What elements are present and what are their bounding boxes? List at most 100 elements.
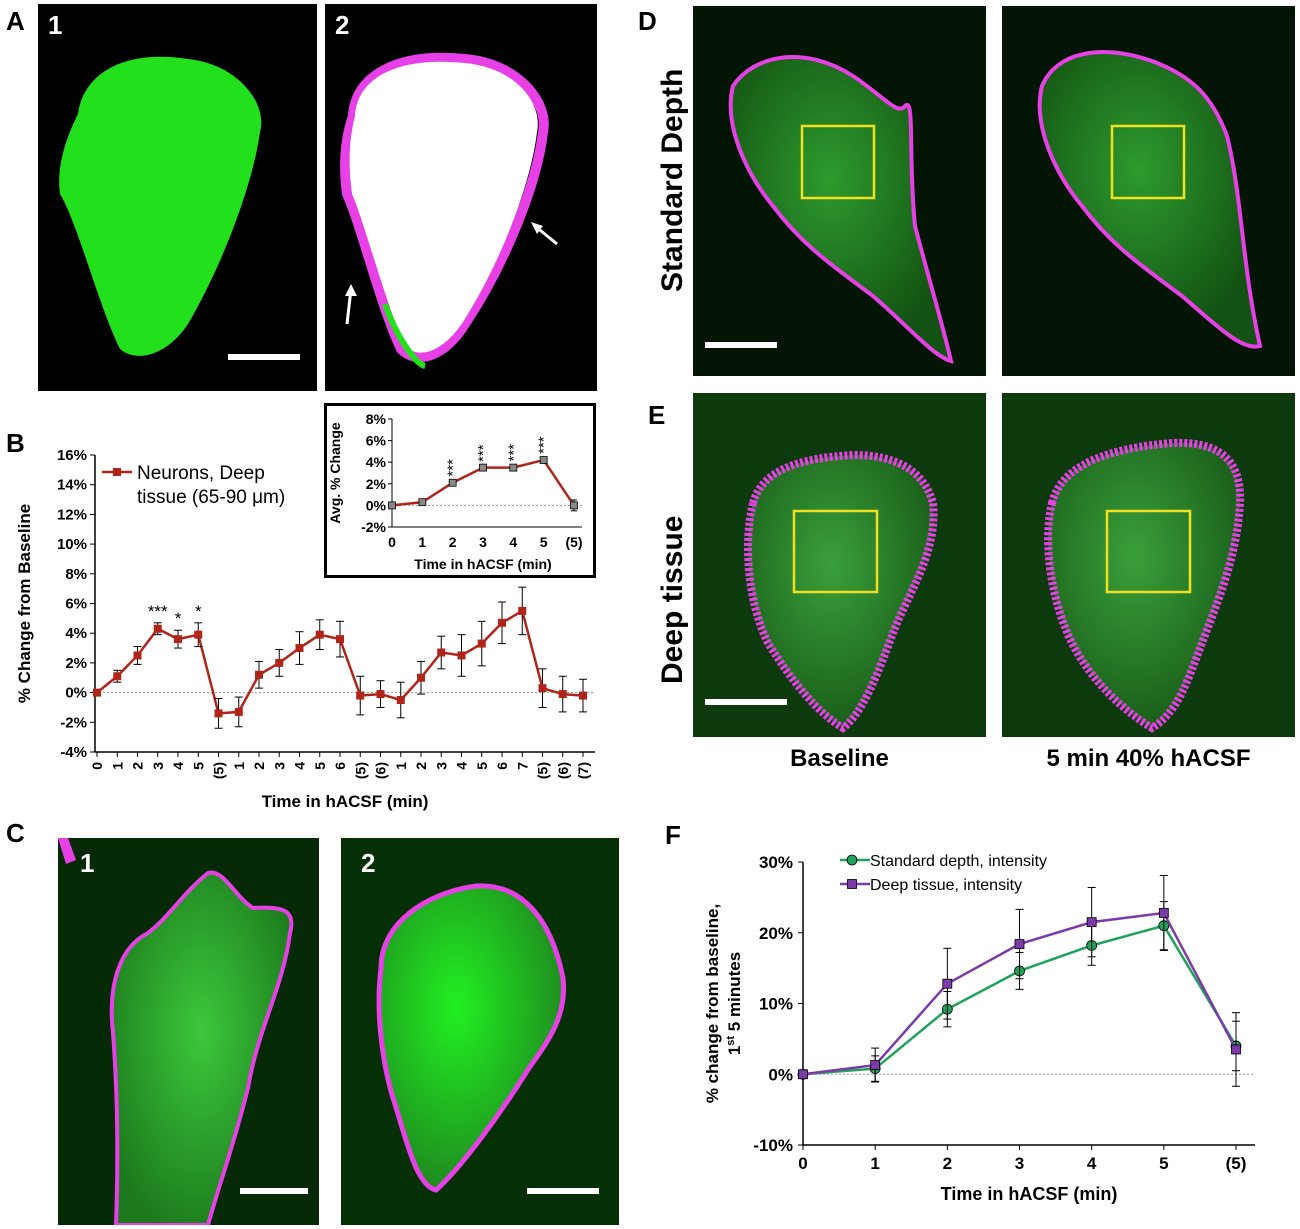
data-point — [1158, 908, 1169, 918]
y-axis-title: Avg. % Change — [327, 422, 343, 524]
y-tick-label: 0% — [366, 497, 387, 513]
y-tick-label: 14% — [57, 477, 87, 494]
data-point — [315, 630, 324, 639]
y-tick-label: -4% — [60, 744, 87, 761]
x-tick-label: (5) — [352, 762, 368, 779]
significance-marker: *** — [148, 602, 168, 621]
panel-a-sub-1: 1 — [48, 10, 63, 40]
caption-5min-hacsf: 5 min 40% hACSF — [1046, 745, 1251, 772]
data-point — [255, 670, 263, 679]
y-tick-label: 8% — [366, 411, 387, 427]
x-tick-label: 5 — [190, 762, 206, 770]
panel-c2-image: 2 — [341, 838, 619, 1225]
data-point — [518, 606, 527, 615]
data-point — [942, 978, 953, 989]
panel-d-baseline-image — [693, 6, 986, 376]
data-point — [133, 651, 142, 660]
cell-fluorescence-c1 — [58, 838, 294, 1225]
row-label-standard-depth: Standard Depth — [656, 68, 689, 292]
panel-e-baseline-image — [693, 393, 986, 737]
y-tick-label: 6% — [65, 596, 87, 613]
data-point — [194, 630, 203, 639]
significance-marker: *** — [536, 436, 553, 454]
y-tick-label: 0% — [768, 1065, 793, 1084]
y-tick-label: 0% — [65, 685, 87, 702]
x-tick-label: 4 — [509, 534, 517, 550]
significance-marker: *** — [475, 444, 492, 462]
y-axis-title: % Change from Baseline — [15, 504, 34, 703]
x-tick-label: 4 — [1087, 1154, 1097, 1173]
x-axis-title: Time in hACSF (min) — [941, 1184, 1118, 1204]
chart-b-main: -4%-2%0%2%4%6%8%10%12%14%16%0 1 2 3 4 5 (5) 1 2 3… — [15, 447, 595, 811]
significance-marker: * — [195, 602, 202, 621]
data-point — [214, 709, 223, 718]
x-tick-label: (6) — [373, 762, 389, 779]
y-tick-label: -10% — [753, 1136, 793, 1155]
cell-d-hacsf — [1037, 50, 1263, 349]
data-point — [558, 690, 567, 699]
legend-label: Deep tissue, intensity — [870, 877, 1022, 894]
caption-baseline: Baseline — [790, 745, 889, 772]
chart-f: -10% 0% 10% 20% 30% 0 1 2 3 4 5 (5) Time in hACSF (m… — [703, 853, 1255, 1204]
x-tick-label: 1 — [393, 762, 409, 770]
data-point — [498, 618, 506, 627]
data-point — [234, 707, 243, 716]
panel-c1-image: 1 — [58, 838, 319, 1225]
x-axis-title: Time in hACSF (min) — [262, 792, 429, 811]
data-point — [388, 501, 396, 510]
data-point — [153, 624, 162, 633]
inset-frame — [324, 403, 596, 578]
y-tick-label: 10% — [57, 536, 87, 553]
x-tick-label: 5 — [312, 762, 328, 770]
data-point — [336, 635, 344, 644]
y-tick-label: 4% — [366, 454, 387, 470]
x-tick-label: 0 — [388, 534, 396, 550]
y-tick-label: -2% — [361, 519, 386, 535]
x-tick-label: 3 — [433, 762, 449, 770]
x-tick-label: 5 — [1159, 1154, 1168, 1173]
cell-d-baseline — [728, 55, 954, 364]
y-tick-label: 12% — [57, 506, 87, 523]
x-tick-label: 7 — [514, 762, 530, 770]
y-axis-title-line2: 1st 5 minutes — [725, 952, 744, 1055]
data-point — [1014, 939, 1025, 949]
x-tick-label: 4 — [170, 762, 186, 770]
x-tick-label: 6 — [494, 762, 510, 770]
data-point — [509, 463, 518, 472]
data-point — [448, 478, 457, 487]
x-tick-label: 0 — [89, 762, 105, 770]
x-tick-label: 1 — [109, 762, 125, 770]
data-point — [570, 501, 578, 510]
x-tick-label: (5) — [535, 762, 551, 779]
legend-label: tissue (65-90 μm) — [137, 487, 285, 508]
data-point — [376, 690, 385, 699]
data-point — [479, 463, 487, 472]
panel-letter-c: C — [6, 818, 25, 848]
significance-marker: *** — [445, 459, 462, 477]
x-tick-label: 0 — [798, 1154, 807, 1173]
x-tick-label: 5 — [540, 534, 548, 550]
panel-a-sub-2: 2 — [335, 10, 350, 40]
data-point — [356, 691, 365, 700]
panel-e-hacsf-image — [1002, 393, 1295, 737]
x-tick-label: (5) — [565, 534, 582, 550]
data-point — [437, 648, 446, 657]
data-point — [538, 684, 547, 693]
data-point — [275, 658, 284, 667]
overlay-cell-mask — [340, 52, 558, 369]
x-tick-label: 3 — [479, 534, 487, 550]
y-tick-label: 16% — [57, 447, 87, 464]
panel-a2-image: 2 — [325, 4, 597, 391]
data-point — [1086, 917, 1097, 928]
data-point — [113, 672, 122, 681]
significance-marker: *** — [505, 444, 522, 462]
panel-letter-a: A — [6, 6, 25, 36]
x-tick-label: 3 — [150, 762, 166, 770]
chart-b-inset: -2% 0% 2% 4% 6% 8% 0 1 2 3 4 5 (5) Time in hACSF (min… — [324, 403, 596, 578]
x-tick-label: (5) — [211, 762, 227, 779]
data-point — [870, 1060, 881, 1070]
legend-label: Standard depth, intensity — [870, 853, 1047, 870]
panel-letter-d: D — [638, 6, 657, 36]
panel-letter-f: F — [665, 820, 681, 850]
data-point — [418, 498, 427, 507]
